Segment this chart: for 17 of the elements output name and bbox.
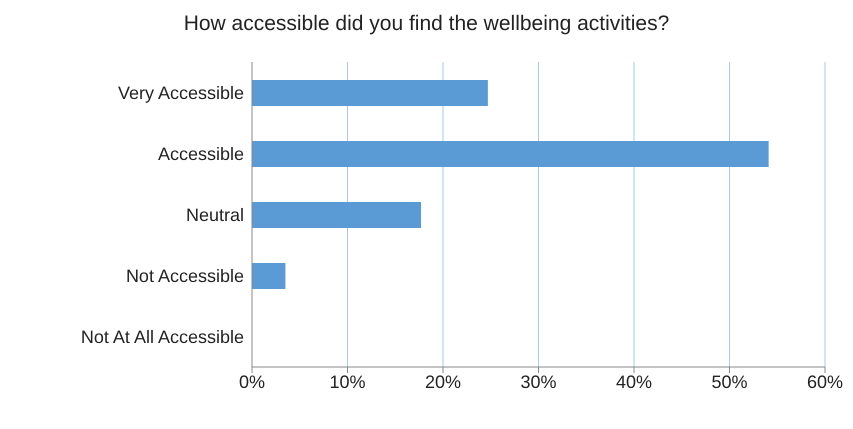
x-tick-label: 10% <box>329 372 366 392</box>
bar <box>252 202 422 228</box>
y-tick-label: Accessible <box>158 144 244 164</box>
x-tick-label: 0% <box>238 372 266 392</box>
y-tick-label: Not Accessible <box>126 266 244 286</box>
x-tick-label: 50% <box>711 372 748 392</box>
bar <box>252 263 286 289</box>
x-tick-label: 20% <box>424 372 462 392</box>
bar <box>252 141 769 167</box>
y-tick-label: Neutral <box>186 204 244 225</box>
x-tick-label: 40% <box>616 372 652 392</box>
y-tick-label: Very Accessible <box>118 82 244 103</box>
y-tick-label: Not At All Accessible <box>80 326 244 347</box>
chart-title: How accessible did you find the wellbeing activities? <box>182 12 670 37</box>
x-tick-label: 60% <box>806 372 844 392</box>
x-tick-label: 30% <box>520 372 557 392</box>
bar <box>252 80 488 106</box>
